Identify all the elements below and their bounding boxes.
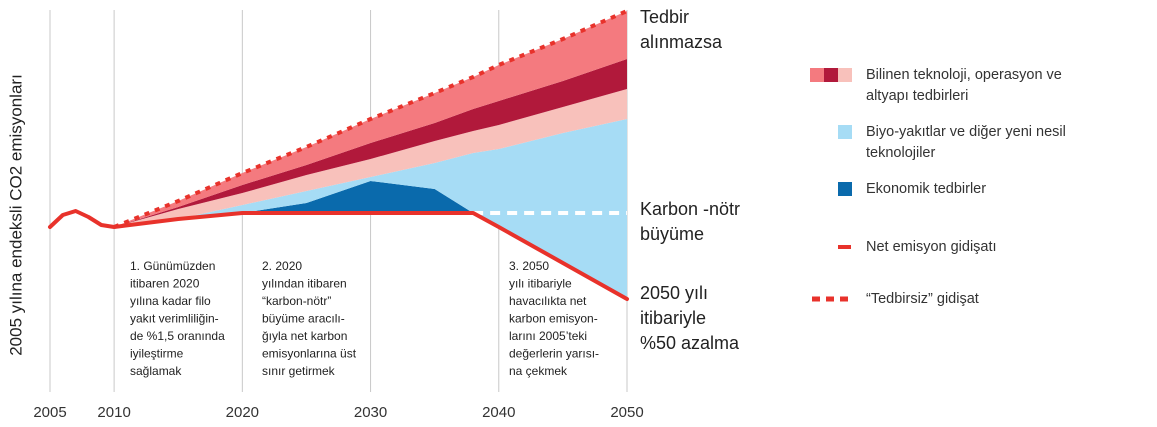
legend-label: “Tedbirsiz” gidişat bbox=[866, 291, 979, 307]
phase-text: ğıyla net karbon bbox=[262, 329, 347, 343]
area bbox=[114, 119, 628, 299]
side-label: 2050 yılı bbox=[640, 283, 708, 303]
phase-text: larını 2005’teki bbox=[509, 329, 587, 343]
side-label: alınmazsa bbox=[640, 32, 723, 52]
x-tick-label: 2010 bbox=[97, 404, 130, 421]
phase-text: yılından itibaren bbox=[262, 277, 347, 291]
phase-text: karbon emisyon- bbox=[509, 312, 598, 326]
legend-label: teknolojiler bbox=[866, 145, 935, 161]
phase-text: 3. 2050 bbox=[509, 259, 549, 273]
phase-text: iyileştirme bbox=[130, 347, 184, 361]
phase-text: değerlerin yarısı- bbox=[509, 347, 599, 361]
phase-text: sınır getirmek bbox=[262, 364, 336, 378]
x-tick-label: 2030 bbox=[354, 404, 387, 421]
phase-text: 2. 2020 bbox=[262, 259, 302, 273]
side-label: %50 azalma bbox=[640, 333, 740, 353]
phase-text: “karbon-nötr” bbox=[262, 294, 331, 308]
legend-swatch bbox=[838, 125, 852, 139]
phase-text: yılına kadar filo bbox=[130, 294, 211, 308]
phase-text: yılı itibariyle bbox=[509, 277, 572, 291]
x-tick-label: 2005 bbox=[33, 404, 66, 421]
phase-text: de %1,5 oranında bbox=[130, 329, 225, 343]
area bbox=[114, 181, 628, 299]
legend-dot bbox=[826, 296, 834, 302]
side-label: büyüme bbox=[640, 224, 704, 244]
phase-text: emisyonlarına üst bbox=[262, 347, 357, 361]
x-tick-label: 2020 bbox=[226, 404, 259, 421]
legend-label: Biyo-yakıtlar ve diğer yeni nesil bbox=[866, 124, 1066, 140]
line bbox=[113, 9, 628, 229]
phase-text: itibaren 2020 bbox=[130, 277, 200, 291]
phase-text: 1. Günümüzden bbox=[130, 259, 215, 273]
side-label: Karbon -nötr bbox=[640, 199, 740, 219]
phase-text: büyüme aracılı- bbox=[262, 312, 345, 326]
legend-label: Net emisyon gidişatı bbox=[866, 239, 997, 255]
x-tick-label: 2040 bbox=[482, 404, 515, 421]
legend-swatch bbox=[838, 68, 852, 82]
phase-text: na çekmek bbox=[509, 364, 568, 378]
legend-dot bbox=[812, 296, 820, 302]
side-label: Tedbir bbox=[640, 7, 689, 27]
legend-label: Ekonomik tedbirler bbox=[866, 181, 986, 197]
legend-swatch bbox=[810, 68, 824, 82]
legend-swatch bbox=[838, 182, 852, 196]
legend-label: Bilinen teknoloji, operasyon ve bbox=[866, 67, 1062, 83]
legend-label: altyapı tedbirleri bbox=[866, 88, 968, 104]
phase-text: yakıt verimliliğin- bbox=[130, 312, 219, 326]
x-tick-label: 2050 bbox=[610, 404, 643, 421]
line bbox=[48, 209, 629, 301]
area bbox=[114, 89, 628, 227]
area bbox=[114, 59, 628, 227]
y-axis-label: 2005 yılına endeksli CO2 emisyonları bbox=[6, 74, 25, 356]
legend-dot bbox=[840, 296, 848, 302]
phase-text: sağlamak bbox=[130, 364, 182, 378]
legend-swatch bbox=[824, 68, 838, 82]
side-label: itibariyle bbox=[640, 308, 706, 328]
phase-text: havacılıkta net bbox=[509, 294, 587, 308]
